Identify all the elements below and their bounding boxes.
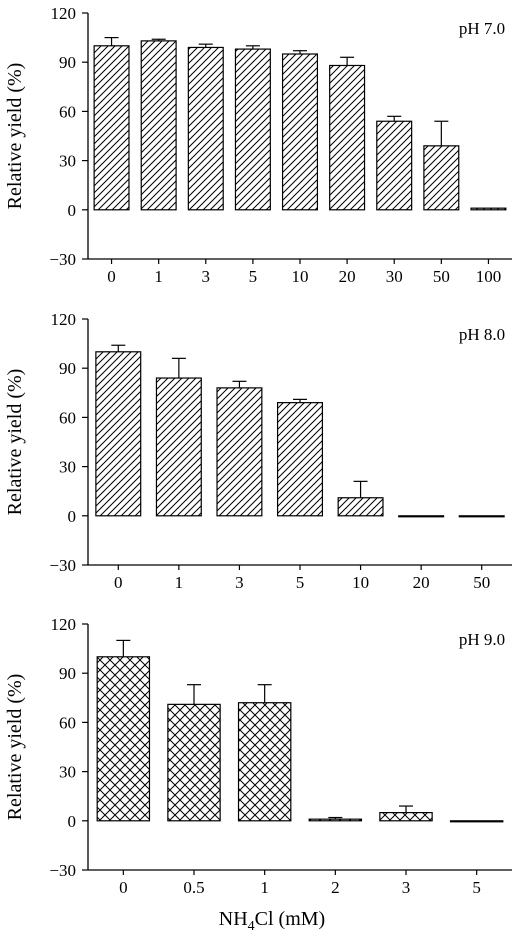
x-tick-label: 10 xyxy=(352,573,369,592)
chart-panel-3: −30 0 30 60 90 120 0 0.5 1 2 3 5 pH 9.0 Relative yiel… xyxy=(4,615,512,934)
y-tick-label: 60 xyxy=(59,408,76,427)
y-tick-label: 30 xyxy=(59,152,76,171)
y-tick-label: −30 xyxy=(49,556,76,575)
ph-annotation: pH 7.0 xyxy=(459,19,505,38)
y-axis-label: Relative yield (%) xyxy=(4,63,26,210)
x-tick-label: 20 xyxy=(339,267,356,286)
x-tick-label: 0 xyxy=(114,573,123,592)
x-tick-label: 3 xyxy=(202,267,211,286)
x-tick-label: 1 xyxy=(260,878,269,897)
bar xyxy=(140,40,177,211)
bar xyxy=(96,656,151,822)
bar xyxy=(95,351,142,517)
y-tick-label: −30 xyxy=(49,250,76,269)
y-tick-label: 0 xyxy=(68,201,77,220)
y-tick-label: 0 xyxy=(68,812,77,831)
bar xyxy=(276,402,324,517)
bar xyxy=(398,515,445,518)
bar xyxy=(216,387,263,517)
x-tick-label: 5 xyxy=(296,573,305,592)
bar xyxy=(458,515,505,518)
bar xyxy=(167,703,221,822)
y-tick-label: 90 xyxy=(59,359,76,378)
y-axis-label: Relative yield (%) xyxy=(4,674,26,821)
y-tick-label: 30 xyxy=(59,763,76,782)
x-tick-label: 0 xyxy=(119,878,128,897)
x-tick-label: 2 xyxy=(331,878,340,897)
y-tick-label: 90 xyxy=(59,664,76,683)
bar xyxy=(187,46,224,211)
y-tick-label: 60 xyxy=(59,102,76,121)
x-tick-label: 30 xyxy=(386,267,403,286)
bar xyxy=(155,377,202,517)
y-tick-label: 120 xyxy=(51,4,77,23)
bar xyxy=(308,818,363,822)
bar xyxy=(449,820,504,823)
x-tick-label: 5 xyxy=(472,878,481,897)
x-tick-label: 20 xyxy=(413,573,430,592)
x-tick-label: 0 xyxy=(107,267,116,286)
x-tick-label: 1 xyxy=(154,267,163,286)
bar xyxy=(237,702,292,822)
x-tick-label: 3 xyxy=(235,573,244,592)
bar xyxy=(470,207,507,211)
bar xyxy=(337,497,384,517)
y-tick-label: 90 xyxy=(59,53,76,72)
x-tick-label: 10 xyxy=(292,267,309,286)
y-tick-label: 60 xyxy=(59,713,76,732)
y-tick-label: 120 xyxy=(51,310,77,329)
x-tick-label: 50 xyxy=(473,573,490,592)
bar xyxy=(376,120,413,211)
bar xyxy=(423,145,460,211)
x-tick-label: 0.5 xyxy=(183,878,204,897)
bar xyxy=(281,53,319,211)
bar xyxy=(329,64,366,211)
y-tick-label: 30 xyxy=(59,458,76,477)
x-tick-label: 1 xyxy=(175,573,184,592)
y-tick-label: 120 xyxy=(51,615,77,634)
bar xyxy=(234,48,271,211)
x-tick-label: 5 xyxy=(249,267,258,286)
bar xyxy=(379,811,433,822)
ph-annotation: pH 9.0 xyxy=(459,630,505,649)
chart-panel-1: −30 0 30 60 90 120 0 1 3 5 10 20 30 50 100 pH 7.0 Relati… xyxy=(4,4,512,286)
y-tick-label: −30 xyxy=(49,861,76,880)
y-axis-label: Relative yield (%) xyxy=(4,369,26,516)
x-tick-label: 3 xyxy=(402,878,411,897)
y-tick-label: 0 xyxy=(68,507,77,526)
x-axis-label: NH4Cl (mM) xyxy=(219,908,325,934)
chart-panel-2: −30 0 30 60 90 120 0 1 3 5 10 20 50 pH 8.0 Relative yi… xyxy=(4,310,512,592)
x-tick-label: 100 xyxy=(476,267,502,286)
ph-annotation: pH 8.0 xyxy=(459,325,505,344)
bar xyxy=(93,45,130,211)
x-tick-label: 50 xyxy=(433,267,450,286)
